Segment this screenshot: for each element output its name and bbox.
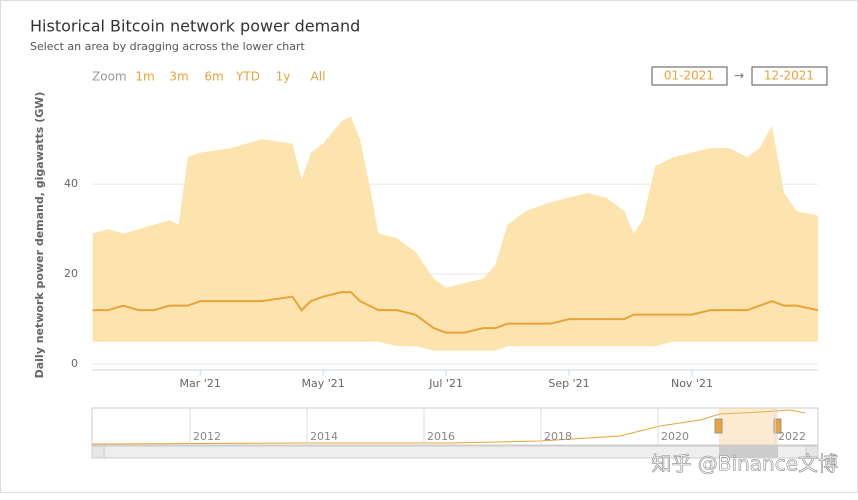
from-date[interactable]: 01-2021 xyxy=(664,69,714,83)
navigator-handle[interactable] xyxy=(714,418,723,434)
zoom-button[interactable]: All xyxy=(311,70,326,84)
navigator-label: 2022 xyxy=(778,430,806,443)
zoom-button[interactable]: 3m xyxy=(169,70,188,84)
subtitle: Select an area by dragging across the lo… xyxy=(30,40,306,53)
y-tick-label: 40 xyxy=(64,177,78,190)
x-tick-label: Sep '21 xyxy=(548,377,589,390)
to-date[interactable]: 12-2021 xyxy=(764,69,814,83)
y-tick-label: 20 xyxy=(64,267,78,280)
x-tick-label: Mar '21 xyxy=(180,377,221,390)
from-input[interactable] xyxy=(651,66,728,86)
navigator-selection[interactable] xyxy=(719,408,778,445)
y-tick-label: 0 xyxy=(71,357,78,370)
arrow: → xyxy=(734,69,744,83)
zoom-button[interactable]: YTD xyxy=(235,70,260,84)
zoom-button[interactable]: 1y xyxy=(276,70,291,84)
navigator-label: 2018 xyxy=(544,430,572,443)
watermark: 知乎 @Binance文博 xyxy=(651,452,838,476)
navigator-label: 2020 xyxy=(661,430,689,443)
title: Historical Bitcoin network power demand xyxy=(30,17,360,36)
scrollbar-thumb[interactable] xyxy=(719,446,778,458)
navigator xyxy=(91,407,819,459)
navigator-label: 2012 xyxy=(193,430,221,443)
zoom-label: Zoom xyxy=(92,70,127,84)
navigator-labels: 2012 2014 2016 2018 2020 2022 xyxy=(189,408,806,445)
navigator-line xyxy=(91,409,806,445)
to-input[interactable] xyxy=(751,66,828,86)
zoom-button[interactable]: 6m xyxy=(204,70,223,84)
y-axis-title: Daily network power demand, gigawatts (G… xyxy=(33,92,46,379)
navigator-label: 2014 xyxy=(310,430,338,443)
navigator-handle[interactable] xyxy=(773,418,782,434)
range-area xyxy=(92,116,818,351)
zoom-button[interactable]: 1m xyxy=(135,70,154,84)
plot: 0 20 40 Mar '21 May '21 Jul '21 Sep '21 Nov '21… xyxy=(33,92,819,390)
navigator-frame xyxy=(91,407,819,446)
x-tick-label: Nov '21 xyxy=(671,377,713,390)
scroll-left[interactable] xyxy=(91,445,105,459)
x-tick-label: Jul '21 xyxy=(428,377,463,390)
line xyxy=(92,291,819,334)
navigator-label: 2016 xyxy=(427,430,455,443)
zoom-buttons: 1m 3m 6m YTD 1y All xyxy=(135,70,325,84)
scroll-right[interactable] xyxy=(805,445,819,459)
x-tick-label: May '21 xyxy=(302,377,345,390)
